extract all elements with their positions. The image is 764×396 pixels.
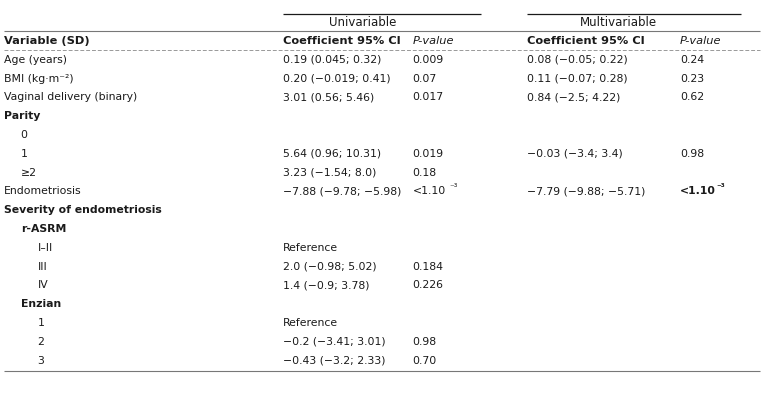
Text: ⁻³: ⁻³ (449, 183, 458, 192)
Text: 2: 2 (37, 337, 44, 347)
Text: −0.2 (−3.41; 3.01): −0.2 (−3.41; 3.01) (283, 337, 385, 347)
Text: −0.03 (−3.4; 3.4): −0.03 (−3.4; 3.4) (527, 149, 623, 159)
Text: 0.009: 0.009 (413, 55, 444, 65)
Text: 0.23: 0.23 (680, 74, 704, 84)
Text: 0.70: 0.70 (413, 356, 437, 366)
Text: Variable (SD): Variable (SD) (4, 36, 89, 46)
Text: 0.019: 0.019 (413, 149, 444, 159)
Text: r-ASRM: r-ASRM (21, 224, 66, 234)
Text: 0.184: 0.184 (413, 262, 444, 272)
Text: 2.0 (−0.98; 5.02): 2.0 (−0.98; 5.02) (283, 262, 377, 272)
Text: −7.79 (−9.88; −5.71): −7.79 (−9.88; −5.71) (527, 187, 646, 196)
Text: 0.11 (−0.07; 0.28): 0.11 (−0.07; 0.28) (527, 74, 628, 84)
Text: 0.24: 0.24 (680, 55, 704, 65)
Text: 0.84 (−2.5; 4.22): 0.84 (−2.5; 4.22) (527, 92, 620, 103)
Text: 0.98: 0.98 (680, 149, 704, 159)
Text: IV: IV (37, 280, 48, 290)
Text: I–II: I–II (37, 243, 53, 253)
Text: Reference: Reference (283, 318, 338, 328)
Text: BMI (kg·m⁻²): BMI (kg·m⁻²) (4, 74, 73, 84)
Text: P-value: P-value (680, 36, 721, 46)
Text: Age (years): Age (years) (4, 55, 66, 65)
Text: 0.226: 0.226 (413, 280, 444, 290)
Text: 0.18: 0.18 (413, 168, 437, 178)
Text: 0: 0 (21, 130, 28, 140)
Text: 0.19 (0.045; 0.32): 0.19 (0.045; 0.32) (283, 55, 381, 65)
Text: 0.62: 0.62 (680, 92, 704, 103)
Text: Endometriosis: Endometriosis (4, 187, 82, 196)
Text: Severity of endometriosis: Severity of endometriosis (4, 205, 161, 215)
Text: 1: 1 (21, 149, 28, 159)
Text: 0.20 (−0.019; 0.41): 0.20 (−0.019; 0.41) (283, 74, 390, 84)
Text: Univariable: Univariable (329, 16, 397, 29)
Text: Enzian: Enzian (21, 299, 61, 309)
Text: Parity: Parity (4, 111, 40, 121)
Text: 0.017: 0.017 (413, 92, 444, 103)
Text: Reference: Reference (283, 243, 338, 253)
Text: 1: 1 (37, 318, 44, 328)
Text: <1.10: <1.10 (680, 187, 716, 196)
Text: P-value: P-value (413, 36, 454, 46)
Text: Vaginal delivery (binary): Vaginal delivery (binary) (4, 92, 137, 103)
Text: III: III (37, 262, 47, 272)
Text: 3.23 (−1.54; 8.0): 3.23 (−1.54; 8.0) (283, 168, 376, 178)
Text: 0.08 (−0.05; 0.22): 0.08 (−0.05; 0.22) (527, 55, 628, 65)
Text: −7.88 (−9.78; −5.98): −7.88 (−9.78; −5.98) (283, 187, 401, 196)
Text: 1.4 (−0.9; 3.78): 1.4 (−0.9; 3.78) (283, 280, 369, 290)
Text: Coefficient 95% CI: Coefficient 95% CI (527, 36, 645, 46)
Text: −0.43 (−3.2; 2.33): −0.43 (−3.2; 2.33) (283, 356, 385, 366)
Text: 5.64 (0.96; 10.31): 5.64 (0.96; 10.31) (283, 149, 380, 159)
Text: ⁻³: ⁻³ (717, 183, 725, 192)
Text: 0.07: 0.07 (413, 74, 437, 84)
Text: Coefficient 95% CI: Coefficient 95% CI (283, 36, 400, 46)
Text: 3: 3 (37, 356, 44, 366)
Text: <1.10: <1.10 (413, 187, 446, 196)
Text: 0.98: 0.98 (413, 337, 437, 347)
Text: Multivariable: Multivariable (581, 16, 657, 29)
Text: ≥2: ≥2 (21, 168, 37, 178)
Text: 3.01 (0.56; 5.46): 3.01 (0.56; 5.46) (283, 92, 374, 103)
